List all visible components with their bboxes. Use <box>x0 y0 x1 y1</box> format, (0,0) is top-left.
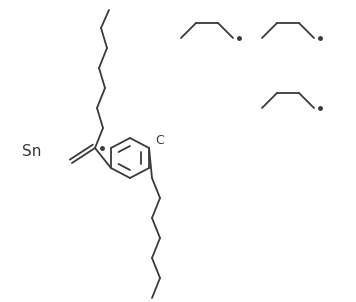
Text: Sn: Sn <box>22 144 41 159</box>
Text: C: C <box>155 133 164 146</box>
